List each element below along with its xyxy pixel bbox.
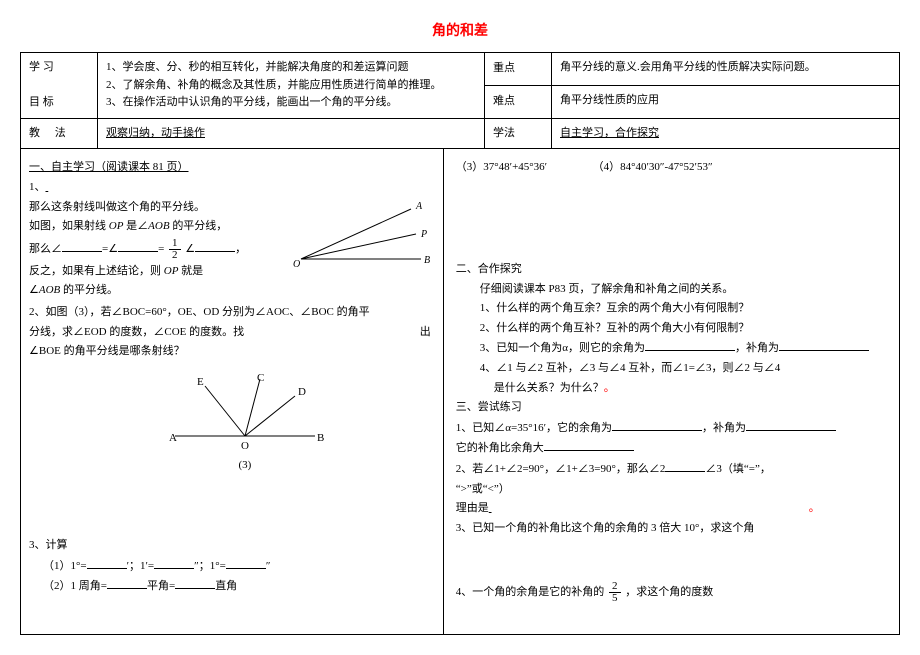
r3b2: “>”或“<”） xyxy=(456,481,891,499)
angle-figure-1: O A P B xyxy=(291,199,431,276)
r3c: 3、已知一个角的补角比这个角的余角的 3 倍大 10°，求这个角 xyxy=(456,520,891,538)
r2a: 仔细阅读课本 P83 页，了解余角和补角之间的关系。 xyxy=(480,281,891,299)
sec2-title: 二、合作探究 xyxy=(456,261,891,279)
difficulty-text: 角平分线性质的应用 xyxy=(552,85,900,118)
r2e2: 是什么关系？为什么？。 xyxy=(494,380,891,398)
angle-figure-2: A O B E C D (3) xyxy=(59,371,431,475)
goals-text: 1、学会度、分、秒的相互转化，并能解决角度的和差运算问题 2、了解余角、补角的概… xyxy=(98,53,485,119)
goals-label: 学 习 目 标 xyxy=(21,53,98,119)
importance-label: 重点 xyxy=(485,53,552,86)
q2-line3: ∠BOE 的角平分线是哪条射线？ xyxy=(29,343,431,361)
svg-text:D: D xyxy=(298,386,306,398)
left-column: 一、自主学习（阅读课本 81 页） 1、 O A P B xyxy=(21,149,444,634)
r2c: 2、什么样的两个角互补？互补的两个角大小有何限制？ xyxy=(480,320,891,338)
q2-line1: 2、如图（3），若∠BOC=60°，OE、OD 分别为∠AOC、∠BOC 的角平 xyxy=(29,304,431,322)
svg-text:A: A xyxy=(415,201,423,212)
q3-title: 3、计算 xyxy=(29,537,431,555)
right-column: （3）37°48′+45°36′ （4）84°40′30″-47°52′53″ … xyxy=(444,149,899,634)
lesson-table: 学 习 目 标 1、学会度、分、秒的相互转化，并能解决角度的和差运算问题 2、了… xyxy=(20,52,900,635)
method-text: 观察归纳，动手操作 xyxy=(98,118,485,149)
r2e1: 4、∠1 与∠2 互补，∠3 与∠4 互补，而∠1=∠3，则∠2 与∠4 xyxy=(480,360,891,378)
study-text: 自主学习，合作探究 xyxy=(552,118,900,149)
svg-text:O: O xyxy=(241,440,249,451)
page-title: 角的和差 xyxy=(20,20,900,40)
svg-text:O: O xyxy=(293,259,300,269)
sec3-title: 三、尝试练习 xyxy=(456,399,891,417)
r3b3: 理由是 。 xyxy=(456,500,891,518)
q3-sub2: （2）1 周角=平角=直角 xyxy=(43,577,431,596)
line-converse2: ∠AOB 的平分线。 xyxy=(29,282,431,300)
r2b: 1、什么样的两个角互余？互余的两个角大小有何限制？ xyxy=(480,300,891,318)
q1-num: 1、 xyxy=(29,181,46,193)
r3b: 2、若∠1+∠2=90°，∠1+∠3=90°，那么∠2∠3（填“=”， xyxy=(456,460,891,479)
svg-text:B: B xyxy=(424,255,430,266)
calc-34: （3）37°48′+45°36′ （4）84°40′30″-47°52′53″ xyxy=(456,159,891,177)
sec1-title: 一、自主学习（阅读课本 81 页） xyxy=(29,159,431,177)
svg-text:C: C xyxy=(257,372,264,384)
difficulty-label: 难点 xyxy=(485,85,552,118)
study-label: 学法 xyxy=(485,118,552,149)
svg-text:E: E xyxy=(197,376,204,388)
r3a2: 它的补角比余角大 xyxy=(456,439,891,458)
svg-text:A: A xyxy=(169,432,177,444)
r4: 4、一个角的余角是它的补角的 25 ，求这个角的度数 xyxy=(456,581,891,604)
svg-text:P: P xyxy=(420,229,427,240)
q3-sub1: （1）1°=′；1′=″；1°=″ xyxy=(43,557,431,576)
importance-text: 角平分线的意义.会用角平分线的性质解决实际问题。 xyxy=(552,53,900,86)
r2d: 3、已知一个角为α，则它的余角为，补角为 xyxy=(480,339,891,358)
fig2-label: (3) xyxy=(59,457,431,475)
method-label: 教 法 xyxy=(21,118,98,149)
svg-text:B: B xyxy=(317,432,324,444)
r3a: 1、已知∠α=35°16′，它的余角为，补角为 xyxy=(456,419,891,438)
q2-line2: 分线，求∠EOD 的度数，∠COE 的度数。找 出 xyxy=(29,324,431,342)
